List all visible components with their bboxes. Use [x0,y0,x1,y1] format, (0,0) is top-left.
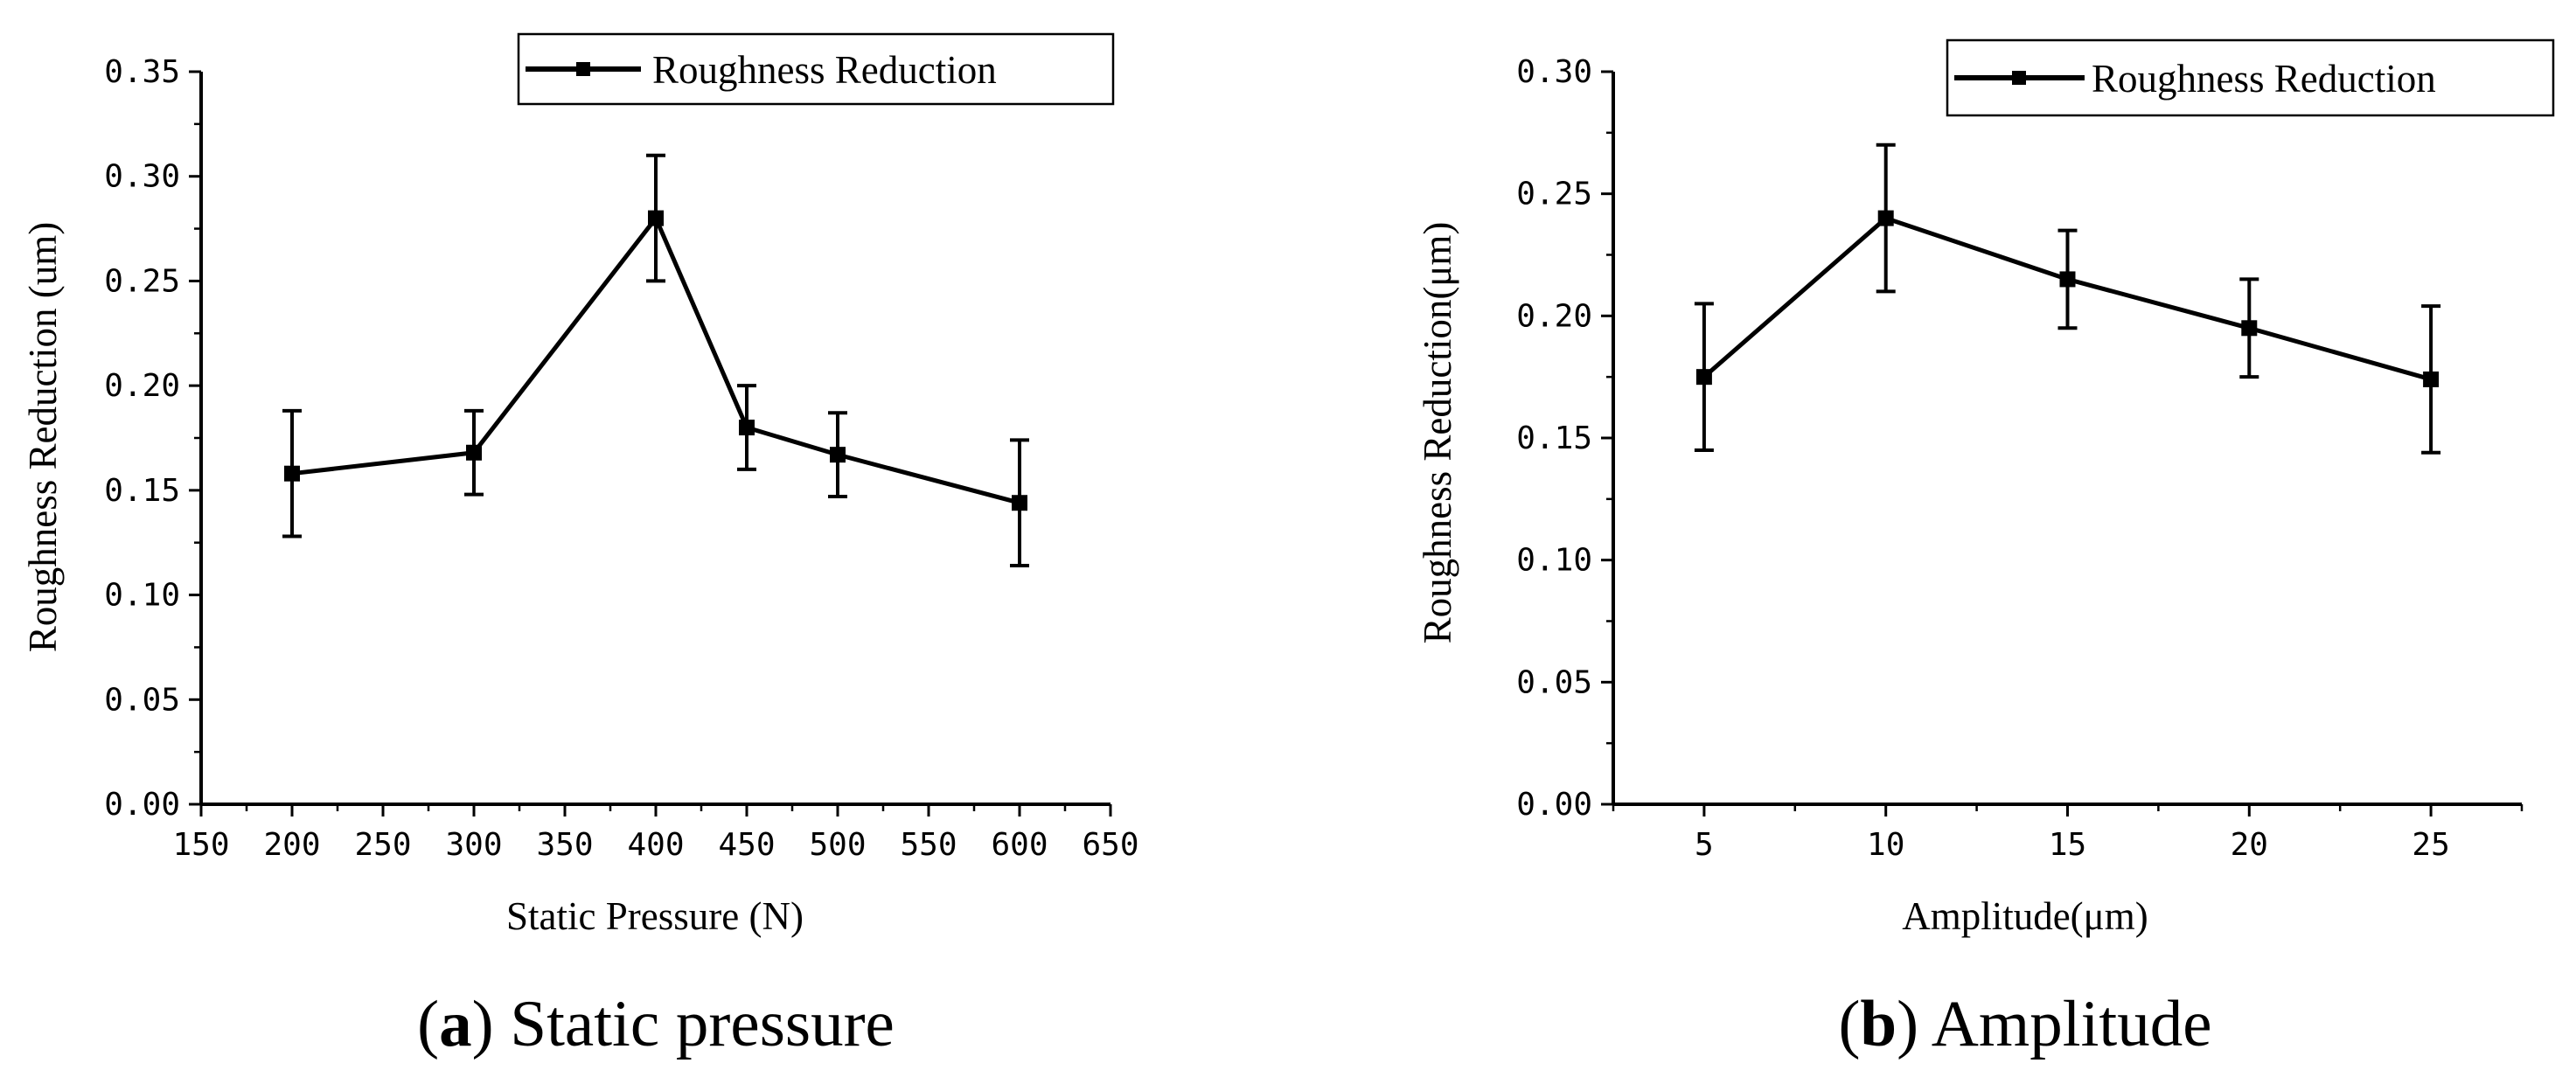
panel-a-y-tick-label: 0.05 [104,682,180,718]
panel-b-x-tick-label: 5 [1695,827,1714,863]
panel-b-data-point [2241,320,2258,337]
panel-b-x-tick-label: 20 [2231,827,2268,863]
panel-a-data-point [284,465,300,482]
panel-a-legend-marker [576,62,590,76]
panel-b-caption-text: Amplitude [1932,988,2212,1060]
panel-a-data-point [466,444,482,461]
panel-a-legend: Roughness Reduction [517,32,1115,106]
panel-a-x-tick-label: 150 [172,827,229,863]
panel-a-y-tick-label: 0.10 [104,578,180,614]
panel-b-data-point [2423,371,2440,387]
panel-a-y-tick-label: 0.35 [104,54,180,90]
panel-a-caption-text: Static pressure [510,988,894,1060]
panel-b-y-tick-label: 0.10 [1516,543,1592,579]
panel-b-y-tick-label: 0.25 [1516,177,1592,212]
panel-b-x-axis-title: Amplitude(μm) [1902,894,2148,938]
panel-b-legend: Roughness Reduction [1946,38,2555,117]
panel-a-y-axis-title: Roughness Reduction (um) [21,222,65,652]
panel-a-data-point [648,210,664,226]
panel-a-x-tick-label: 400 [627,827,684,863]
panel-b-y-tick-label: 0.15 [1516,420,1592,456]
panel-a-static-pressure: 0.00 0.05 0.10 0.15 0.20 0.25 0.30 0.35 150 200 25… [21,32,1139,1060]
panel-a-x-tick-label: 350 [536,827,593,863]
panel-b-y-tick-label: 0.05 [1516,664,1592,700]
panel-a-caption-letter: a [439,988,472,1060]
panel-a-x-tick-label: 650 [1082,827,1138,863]
panel-a-series-line [291,213,1020,505]
panel-b-x-tick-label: 10 [1867,827,1904,863]
panel-a-y-tick-label: 0.30 [104,159,180,195]
panel-a-caption: (a) Static pressure [417,988,895,1060]
panel-b-legend-label: Roughness Reduction [2092,57,2436,101]
panel-a-y-tick-label: 0.00 [104,787,180,823]
panel-b-plot-area: 0.00 0.05 0.10 0.15 0.20 0.25 0.30 5 10 15 20 25 [1516,54,2524,863]
panel-b-x-tick-label: 25 [2412,827,2449,863]
panel-a-data-point [739,420,755,436]
panel-a-data-point [1012,495,1027,511]
panel-a-x-tick-label: 500 [809,827,866,863]
panel-b-data-point [2059,271,2076,288]
panel-a-y-tick-label: 0.25 [104,263,180,299]
panel-b-amplitude: 0.00 0.05 0.10 0.15 0.20 0.25 0.30 5 10 15 20 25 Am… [1416,38,2555,1060]
panel-a-x-tick-label: 300 [445,827,502,863]
panel-a-data-point [830,447,846,463]
panel-a-x-axis-title: Static Pressure (N) [506,894,804,938]
panel-a-y-tick-label: 0.15 [104,473,180,509]
panel-b-y-tick-label: 0.30 [1516,54,1592,90]
panel-b-legend-marker [2012,71,2026,85]
panel-a-x-tick-label: 450 [718,827,775,863]
panel-a-x-tick-label: 600 [991,827,1048,863]
panel-b-caption-letter: b [1860,988,1897,1060]
panel-b-x-tick-label: 15 [2049,827,2086,863]
panel-a-x-tick-label: 550 [900,827,957,863]
panel-a-x-tick-label: 250 [354,827,411,863]
panel-a-plot-area: 0.00 0.05 0.10 0.15 0.20 0.25 0.30 0.35 150 200 25… [104,54,1138,863]
panel-a-y-tick-label: 0.20 [104,368,180,404]
panel-a-x-tick-label: 200 [263,827,320,863]
panel-b-y-tick-label: 0.20 [1516,298,1592,334]
panel-b-data-point [1877,210,1894,226]
panel-a-legend-label: Roughness Reduction [652,48,997,92]
panel-b-y-axis-title: Roughness Reduction(μm) [1416,222,1459,644]
panel-b-caption: (b) Amplitude [1838,988,2211,1060]
panel-b-data-point [1695,369,1712,386]
panel-b-y-tick-label: 0.00 [1516,787,1592,823]
